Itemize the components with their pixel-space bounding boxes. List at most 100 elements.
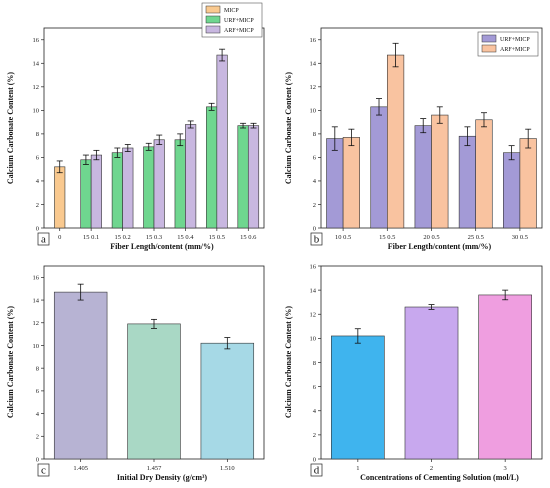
bar	[503, 152, 521, 229]
y-tick-label: 14	[33, 61, 40, 68]
bar	[153, 139, 165, 229]
bar	[237, 125, 249, 229]
legend-label: ARF+MICP	[500, 47, 530, 53]
legend-label: URF+MICP	[224, 18, 254, 24]
chart-panel-b: 0 2 4 6 8 10 12 14 16 10 0.5 15 0.5 20 0.5 25 0.5 30 …	[284, 27, 543, 251]
x-tick-label: 1.405	[73, 465, 88, 472]
panel-letter: b	[314, 234, 320, 246]
y-tick-label: 16	[310, 37, 317, 44]
legend-label: URF+MICP	[500, 37, 530, 43]
y-tick-label: 0	[36, 456, 39, 463]
x-tick-label: 15 0.5	[379, 234, 395, 241]
y-tick-label: 0	[313, 225, 316, 232]
y-tick-label: 10	[310, 108, 317, 115]
x-tick-label: 3	[504, 465, 507, 472]
x-axis-label: Fiber Length/content (mm/%)	[110, 242, 214, 251]
bar	[431, 114, 449, 229]
y-tick-label: 8	[313, 360, 316, 367]
y-axis-label: Calcium Carbonate Content (%)	[284, 72, 293, 185]
legend-swatch	[481, 44, 497, 53]
y-tick-label: 6	[36, 155, 40, 162]
x-tick-label: 15 0.2	[114, 234, 130, 241]
legend-swatch	[481, 34, 497, 43]
y-axis-label: Calcium Carbonate Content (%)	[6, 306, 15, 419]
y-tick-label: 12	[310, 312, 317, 319]
y-tick-label: 16	[310, 263, 317, 270]
y-tick-label: 0	[36, 225, 39, 232]
y-tick-label: 4	[313, 408, 317, 415]
chart-panel-a: 0 2 4 6 8 10 12 14 16 0 15 0.1 15 0.2 15 0.3 15 0.4 15…	[6, 2, 265, 251]
panel-letter-box	[37, 232, 50, 246]
x-tick-label: 2	[430, 465, 433, 472]
bar	[342, 137, 360, 229]
y-tick-label: 8	[313, 131, 316, 138]
bar	[458, 135, 477, 229]
x-tick-label: 15 0.6	[240, 234, 257, 241]
panel-letter: c	[41, 465, 46, 477]
bar	[386, 54, 405, 229]
y-tick-label: 12	[310, 84, 317, 91]
x-axis-label: Fiber Length/content (mm/%)	[388, 242, 492, 251]
panel-letter-box	[310, 463, 323, 477]
bar	[331, 335, 385, 460]
bar	[519, 138, 537, 229]
y-tick-label: 0	[313, 456, 316, 463]
y-tick-label: 14	[33, 297, 40, 304]
bar	[475, 119, 493, 229]
y-tick-label: 2	[36, 434, 39, 441]
bar	[127, 323, 181, 460]
x-tick-label: 10 0.5	[335, 234, 351, 241]
y-tick-label: 2	[313, 202, 316, 209]
y-tick-label: 8	[36, 365, 39, 372]
bar	[80, 159, 92, 229]
y-tick-label: 10	[33, 343, 40, 350]
y-tick-label: 6	[36, 388, 40, 395]
y-tick-label: 4	[313, 178, 317, 185]
bar	[200, 342, 255, 460]
bar	[326, 138, 344, 229]
x-axis-label: Initial Dry Density (g/cm³)	[117, 473, 208, 482]
legend-label: MICP	[224, 8, 239, 14]
x-tick-label: 15 0.1	[83, 234, 99, 241]
x-tick-label: 30 0.5	[512, 234, 528, 241]
bar	[370, 106, 388, 229]
bar	[174, 139, 186, 229]
legend-swatch	[205, 25, 221, 34]
panel-letter-box	[310, 232, 323, 246]
x-tick-label: 15 0.4	[177, 234, 194, 241]
bar	[216, 54, 228, 229]
bar	[54, 166, 66, 229]
bar	[247, 125, 260, 229]
bar	[206, 106, 218, 229]
y-tick-label: 6	[313, 384, 317, 391]
x-tick-label: 15 0.5	[209, 234, 225, 241]
y-tick-label: 16	[33, 275, 40, 282]
y-axis-label: Calcium Carbonate Content (%)	[6, 72, 15, 185]
bar	[143, 146, 155, 229]
y-tick-label: 12	[33, 84, 40, 91]
x-axis-label: Concentrations of Cementing Solution (mo…	[360, 473, 519, 482]
panel-letter: a	[41, 234, 46, 246]
y-tick-label: 10	[33, 108, 40, 115]
y-tick-label: 12	[33, 320, 40, 327]
panel-letter-box	[37, 463, 50, 477]
y-tick-label: 4	[36, 178, 40, 185]
y-axis-label: Calcium Carbonate Content (%)	[284, 306, 293, 419]
y-tick-label: 10	[310, 336, 317, 343]
y-tick-label: 14	[310, 287, 317, 294]
y-tick-label: 6	[313, 155, 317, 162]
bar	[414, 125, 432, 229]
x-tick-label: 1.457	[147, 465, 162, 472]
x-tick-label: 1	[356, 465, 359, 472]
bar	[53, 291, 108, 460]
bar	[478, 294, 532, 460]
bar	[122, 147, 134, 229]
bar	[111, 152, 123, 229]
bar	[185, 124, 197, 229]
y-tick-label: 2	[36, 202, 39, 209]
x-tick-label: 20 0.5	[423, 234, 439, 241]
y-tick-label: 14	[310, 61, 317, 68]
y-tick-label: 4	[36, 411, 40, 418]
panel-letter: d	[314, 465, 320, 477]
